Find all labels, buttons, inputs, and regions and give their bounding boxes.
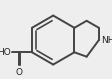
Text: O: O: [15, 68, 22, 77]
Text: HO: HO: [0, 48, 11, 57]
Text: NH: NH: [101, 36, 112, 45]
